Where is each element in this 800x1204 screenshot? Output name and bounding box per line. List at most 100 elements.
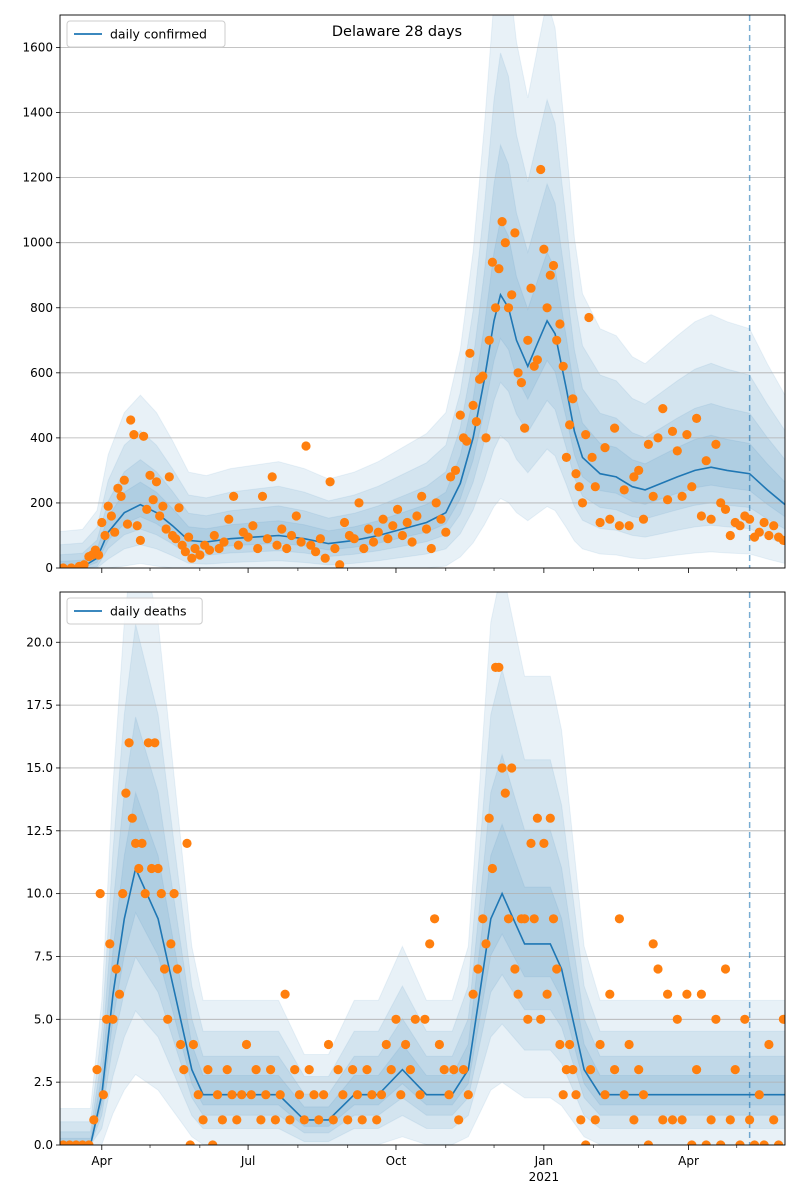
series-line-mean — [60, 292, 785, 568]
data-point — [548, 914, 559, 924]
data-point — [301, 441, 311, 451]
data-point — [291, 511, 301, 521]
data-point — [156, 889, 166, 899]
data-point — [229, 491, 239, 501]
data-point — [581, 430, 591, 440]
data-point — [769, 521, 779, 531]
data-point — [60, 563, 68, 568]
data-point — [532, 813, 543, 823]
legend: daily confirmed — [66, 20, 226, 48]
data-point — [610, 423, 620, 433]
data-point — [638, 1090, 649, 1100]
y-tick-label: 1000 — [22, 236, 53, 250]
data-point — [523, 335, 533, 345]
data-point — [568, 394, 578, 404]
data-point — [113, 483, 123, 493]
data-point — [311, 547, 321, 557]
data-point — [764, 1039, 774, 1050]
data-point — [381, 1039, 391, 1050]
data-point — [248, 521, 258, 531]
data-point — [619, 485, 629, 495]
data-point — [552, 964, 562, 974]
data-point — [643, 1140, 653, 1145]
data-point — [595, 1039, 605, 1050]
data-point — [195, 550, 205, 560]
uncertainty-bands — [60, 592, 785, 1145]
data-point — [696, 511, 707, 521]
data-point — [555, 1039, 565, 1050]
data-point — [131, 838, 141, 849]
data-point — [465, 348, 475, 358]
data-point — [745, 514, 755, 524]
x-tick-label: Oct — [386, 1154, 407, 1168]
uncertainty-band-2 — [60, 623, 785, 1145]
uncertainty-band-4 — [60, 790, 785, 1145]
data-point — [682, 989, 692, 999]
y-tick-label: 1600 — [22, 41, 53, 55]
data-point — [462, 436, 472, 446]
data-point — [672, 446, 682, 456]
legend-box — [66, 20, 226, 48]
data-point — [497, 217, 507, 227]
data-point — [306, 540, 316, 550]
data-point — [122, 519, 133, 529]
data-point — [139, 431, 149, 441]
uncertainty-band-3 — [60, 716, 785, 1145]
data-point — [605, 989, 615, 999]
data-point — [454, 1115, 464, 1125]
observed-points — [60, 164, 785, 568]
data-point — [209, 530, 219, 541]
data-point — [513, 368, 523, 378]
data-point — [658, 404, 668, 414]
data-point — [114, 989, 125, 999]
data-point — [203, 1065, 213, 1075]
data-point — [545, 270, 555, 280]
data-point — [159, 964, 170, 974]
data-point — [634, 465, 644, 475]
data-point — [267, 472, 277, 482]
data-point — [176, 1039, 186, 1050]
data-point — [545, 813, 555, 823]
data-point — [323, 1039, 334, 1050]
data-point — [241, 1039, 252, 1050]
data-point — [481, 433, 491, 443]
data-point — [354, 498, 364, 508]
data-point — [769, 1115, 779, 1125]
data-point — [134, 863, 144, 874]
chart-panel-2: 0.0 2.5 5.0 7.5 10.0 12.5 15.0 17.5 20.0 Apr Jul Oc… — [26, 591, 786, 1184]
data-point — [266, 1065, 276, 1075]
data-point — [243, 532, 253, 542]
data-point — [89, 1115, 99, 1125]
data-point — [119, 475, 129, 485]
x-tick-label: Jul — [240, 1154, 255, 1168]
data-point — [600, 443, 610, 453]
uncertainty-bands — [60, 15, 785, 568]
data-point — [516, 378, 527, 388]
x-tick-label: Apr — [678, 1154, 699, 1168]
data-point — [319, 1090, 329, 1100]
data-point — [299, 1115, 309, 1125]
data-point — [687, 482, 697, 492]
data-point — [552, 335, 562, 345]
y-tick-label: 12.5 — [26, 824, 53, 838]
data-point — [66, 563, 76, 568]
data-point — [500, 238, 510, 248]
data-point — [590, 482, 600, 492]
data-point — [219, 537, 229, 547]
data-point — [716, 498, 726, 508]
data-point — [193, 1090, 203, 1100]
data-point — [711, 1014, 721, 1024]
data-point — [94, 550, 104, 560]
data-point — [118, 889, 128, 899]
data-point — [471, 417, 481, 427]
data-point — [132, 521, 142, 531]
data-point — [444, 1090, 454, 1100]
data-point — [275, 1090, 285, 1100]
data-point — [92, 1065, 102, 1075]
data-point — [711, 439, 721, 449]
data-point — [397, 530, 407, 541]
data-point — [364, 524, 374, 534]
data-point — [98, 1090, 108, 1100]
data-point — [362, 1065, 372, 1075]
data-point — [169, 889, 179, 899]
